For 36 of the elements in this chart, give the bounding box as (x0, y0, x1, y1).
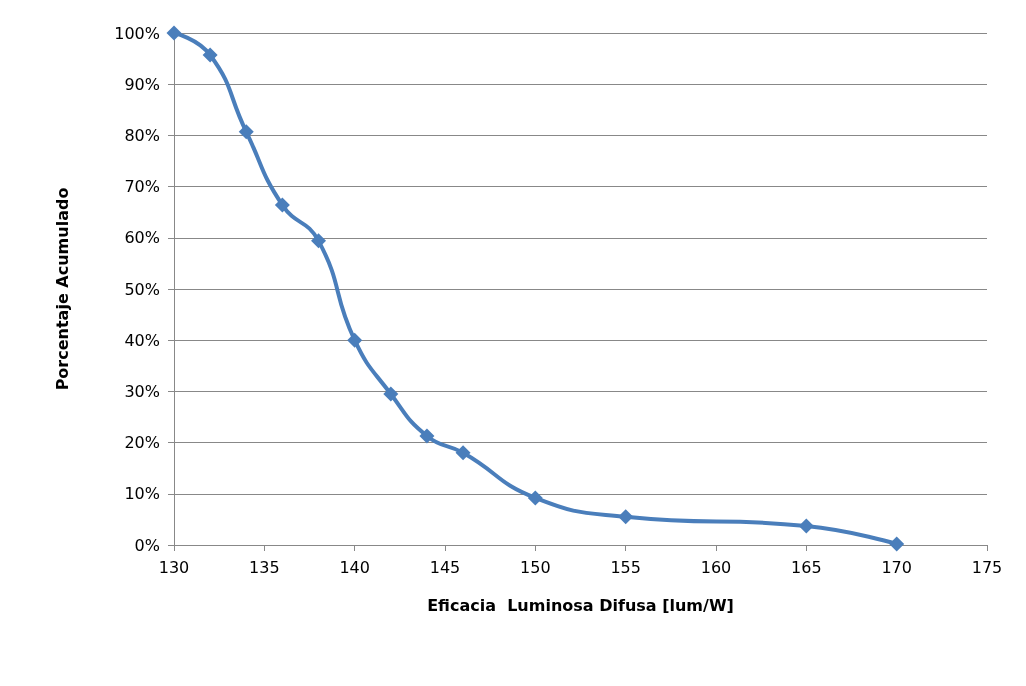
y-tick-label: 20% (124, 433, 160, 453)
x-tick-label: 150 (520, 557, 551, 577)
point (166, 25, 182, 41)
y-tick-label: 30% (124, 381, 160, 401)
point (383, 386, 399, 402)
x-tick-label: 175 (971, 557, 1003, 577)
y-tick-label: 50% (124, 279, 160, 299)
y-tick-label: 70% (124, 177, 160, 197)
x-tick-label: 155 (610, 557, 641, 577)
y-axis-title: Porcentaje Acumulado (52, 187, 72, 391)
y-tick-label: 60% (124, 228, 160, 248)
point (238, 124, 254, 140)
x-tick-label: 135 (249, 557, 280, 577)
point (202, 47, 218, 63)
x-tick-label: 165 (791, 557, 822, 577)
y-tick-label: 10% (124, 484, 160, 504)
y-tick-label: 90% (124, 74, 160, 94)
point (889, 536, 905, 552)
x-tick-label: 140 (339, 557, 370, 577)
x-tick-label: 160 (700, 557, 732, 577)
y-tick-label: 100% (114, 23, 160, 43)
point (618, 509, 634, 525)
point (527, 490, 543, 506)
point (419, 428, 435, 444)
point (274, 197, 290, 213)
x-tick-label: 130 (158, 557, 190, 577)
y-tick-label: 80% (124, 125, 160, 145)
y-tick-label: 0% (134, 535, 160, 555)
point (798, 518, 814, 534)
x-axis-title: Eficacia Luminosa Difusa [lum/W] (427, 595, 734, 615)
x-tick-label: 145 (429, 557, 461, 577)
y-tick-label: 40% (124, 330, 160, 350)
point (311, 233, 327, 249)
point (347, 332, 363, 348)
point (455, 445, 471, 461)
x-tick-label: 170 (881, 557, 912, 577)
